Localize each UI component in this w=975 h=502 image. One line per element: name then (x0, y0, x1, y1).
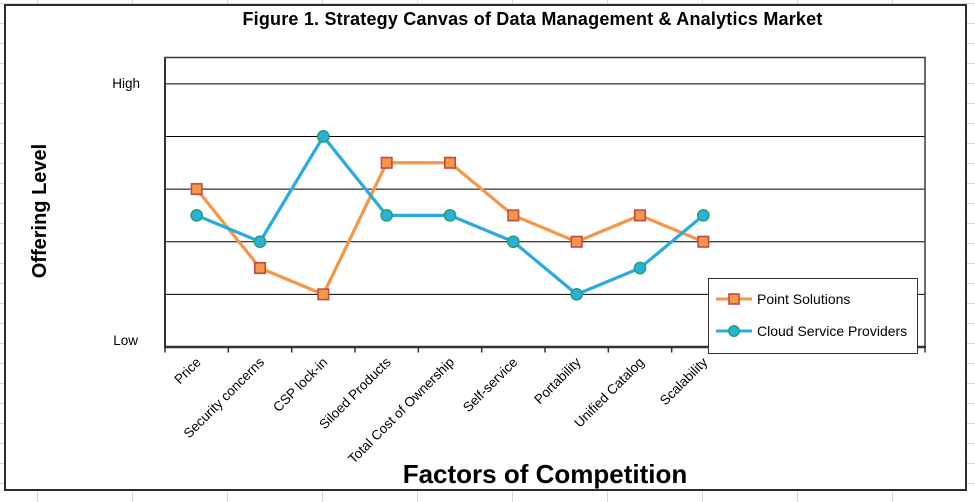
point-solutions-line-marker-icon (716, 293, 752, 305)
category-label: Total Cost of Ownership (345, 355, 457, 467)
y-tick-label-low: Low (113, 333, 138, 348)
data-point-marker (697, 235, 710, 248)
x-axis-title: Factors of Competition (402, 459, 688, 489)
data-point-marker (570, 287, 584, 301)
legend-entry-point-solutions: Point Solutions (714, 291, 917, 307)
category-label: Scalability (657, 354, 711, 408)
data-point-marker (190, 183, 203, 196)
legend-label-cloud-service-providers: Cloud Service Providers (757, 323, 908, 339)
category-label: Portability (531, 354, 584, 407)
data-point-marker (443, 209, 457, 222)
y-tick-label-high: High (112, 76, 140, 91)
chart-title: Figure 1. Strategy Canvas of Data Manage… (242, 9, 823, 29)
data-point-marker (506, 235, 520, 249)
data-point-marker (253, 261, 267, 275)
data-point-marker (507, 209, 520, 222)
category-label: CSP lock-in (270, 355, 330, 415)
data-point-marker (633, 209, 647, 222)
data-point-marker (190, 209, 204, 222)
data-point-marker (380, 209, 394, 222)
data-point-marker (316, 130, 330, 143)
data-point-marker (570, 235, 583, 248)
data-point-marker (696, 209, 710, 222)
cloud-service-providers-line-marker-icon (716, 325, 752, 337)
category-label: Price (171, 355, 203, 387)
data-point-marker (443, 156, 457, 169)
data-point-marker (317, 288, 330, 301)
legend-label-point-solutions: Point Solutions (757, 291, 851, 307)
legend-entry-cloud-service-providers: Cloud Service Providers (714, 323, 917, 339)
category-label: Self-service (460, 355, 520, 415)
legend: Point Solutions Cloud Service Providers (708, 278, 918, 354)
data-point-marker (633, 261, 647, 275)
data-point-marker (253, 235, 267, 249)
data-point-marker (380, 156, 393, 169)
